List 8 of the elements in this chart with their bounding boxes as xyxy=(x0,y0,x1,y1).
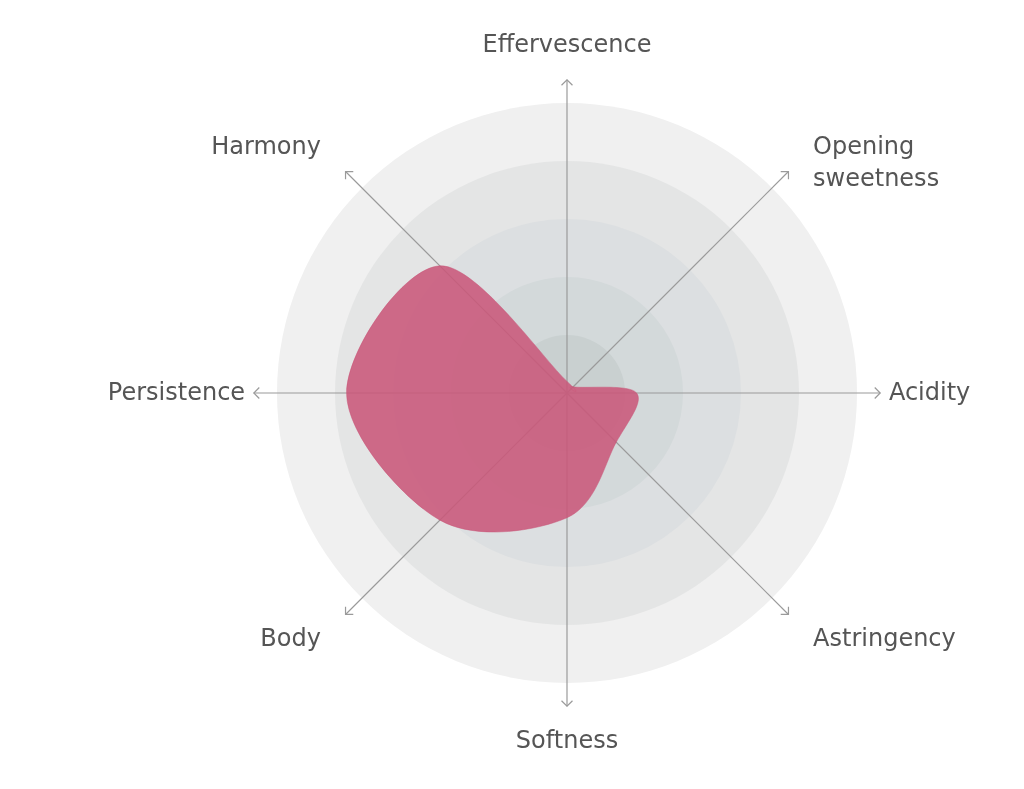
spoke-label: Body xyxy=(260,624,321,653)
spoke-label: Effervescence xyxy=(482,30,652,58)
spoke-label: Persistence xyxy=(107,378,246,406)
spoke-label: Harmony xyxy=(211,131,321,160)
spoke-label: Softness xyxy=(515,726,619,754)
spoke-label: Acidity xyxy=(888,378,971,406)
spoke-label: Opening sweetness xyxy=(813,131,940,192)
spoke-label: Astringency xyxy=(813,624,956,653)
